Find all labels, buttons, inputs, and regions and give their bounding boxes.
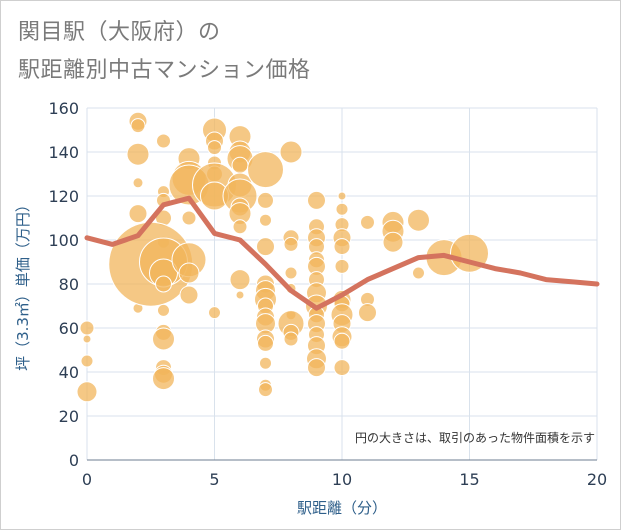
data-bubble bbox=[229, 269, 251, 291]
chart-title-line1: 関目駅（大阪府）の bbox=[18, 20, 221, 45]
data-bubble bbox=[257, 334, 274, 352]
data-bubble bbox=[284, 266, 298, 280]
data-bubble bbox=[207, 140, 222, 156]
tick-labels: 0 20 40 60 80 100 120 140 160 0 5 10 15 20 bbox=[48, 99, 607, 489]
data-bubble bbox=[283, 331, 299, 347]
data-bubble bbox=[208, 306, 221, 320]
data-bubble bbox=[231, 156, 249, 174]
data-bubble bbox=[152, 327, 175, 351]
data-bubble bbox=[279, 140, 303, 164]
data-bubble bbox=[407, 208, 430, 232]
data-bubble bbox=[126, 142, 150, 166]
data-bubble bbox=[76, 381, 98, 403]
data-bubble bbox=[333, 238, 351, 256]
y-axis-title: 坪（3.3㎡）単価（万円） bbox=[14, 197, 32, 371]
data-bubble bbox=[155, 275, 172, 293]
data-bubble bbox=[259, 356, 272, 370]
data-bubble bbox=[283, 236, 299, 252]
data-bubble bbox=[128, 204, 148, 224]
x-tick-label: 20 bbox=[587, 470, 607, 489]
data-bubble bbox=[382, 231, 404, 253]
size-note: 円の大きさは、取引のあった物件面積を示す bbox=[355, 430, 595, 445]
data-bubble bbox=[156, 133, 171, 149]
x-tick-label: 15 bbox=[459, 470, 479, 489]
chart-title-line2: 駅距離別中古マンション価格 bbox=[18, 58, 311, 83]
data-bubble bbox=[335, 202, 349, 216]
data-bubble bbox=[257, 191, 274, 209]
data-bubble bbox=[259, 213, 272, 227]
y-tick-label: 20 bbox=[59, 407, 79, 426]
data-bubble bbox=[256, 237, 275, 257]
y-tick-label: 80 bbox=[59, 275, 79, 294]
data-bubble bbox=[130, 118, 146, 134]
average-price-line bbox=[84, 195, 600, 311]
data-bubble bbox=[181, 210, 197, 226]
data-bubble bbox=[179, 285, 199, 305]
data-bubble bbox=[152, 367, 175, 391]
y-tick-label: 40 bbox=[59, 363, 79, 382]
y-tick-label: 100 bbox=[48, 231, 79, 250]
x-axis-title: 駅距離（分） bbox=[297, 499, 387, 517]
y-tick-label: 140 bbox=[48, 143, 79, 162]
data-bubble bbox=[258, 382, 273, 398]
data-bubble bbox=[307, 358, 326, 378]
y-tick-label: 160 bbox=[48, 99, 79, 118]
data-bubble bbox=[82, 334, 92, 344]
data-bubble bbox=[232, 219, 248, 235]
data-bubble bbox=[333, 359, 351, 377]
y-tick-label: 120 bbox=[48, 187, 79, 206]
data-bubble bbox=[235, 290, 245, 300]
data-bubble bbox=[80, 354, 94, 368]
data-bubble bbox=[132, 177, 144, 189]
data-bubble bbox=[412, 266, 425, 280]
x-tick-label: 0 bbox=[82, 470, 92, 489]
x-tick-label: 10 bbox=[332, 470, 352, 489]
x-tick-label: 5 bbox=[209, 470, 219, 489]
data-bubble bbox=[334, 258, 350, 274]
data-bubble bbox=[178, 262, 200, 284]
data-bubble bbox=[247, 151, 284, 189]
data-bubble bbox=[307, 190, 326, 210]
data-bubble bbox=[360, 214, 375, 230]
data-bubble bbox=[333, 332, 351, 350]
data-bubble bbox=[358, 303, 377, 323]
data-bubble bbox=[79, 320, 95, 336]
y-tick-label: 0 bbox=[69, 451, 79, 470]
data-bubble bbox=[157, 303, 170, 317]
data-bubble bbox=[337, 191, 347, 201]
y-tick-label: 60 bbox=[59, 319, 79, 338]
